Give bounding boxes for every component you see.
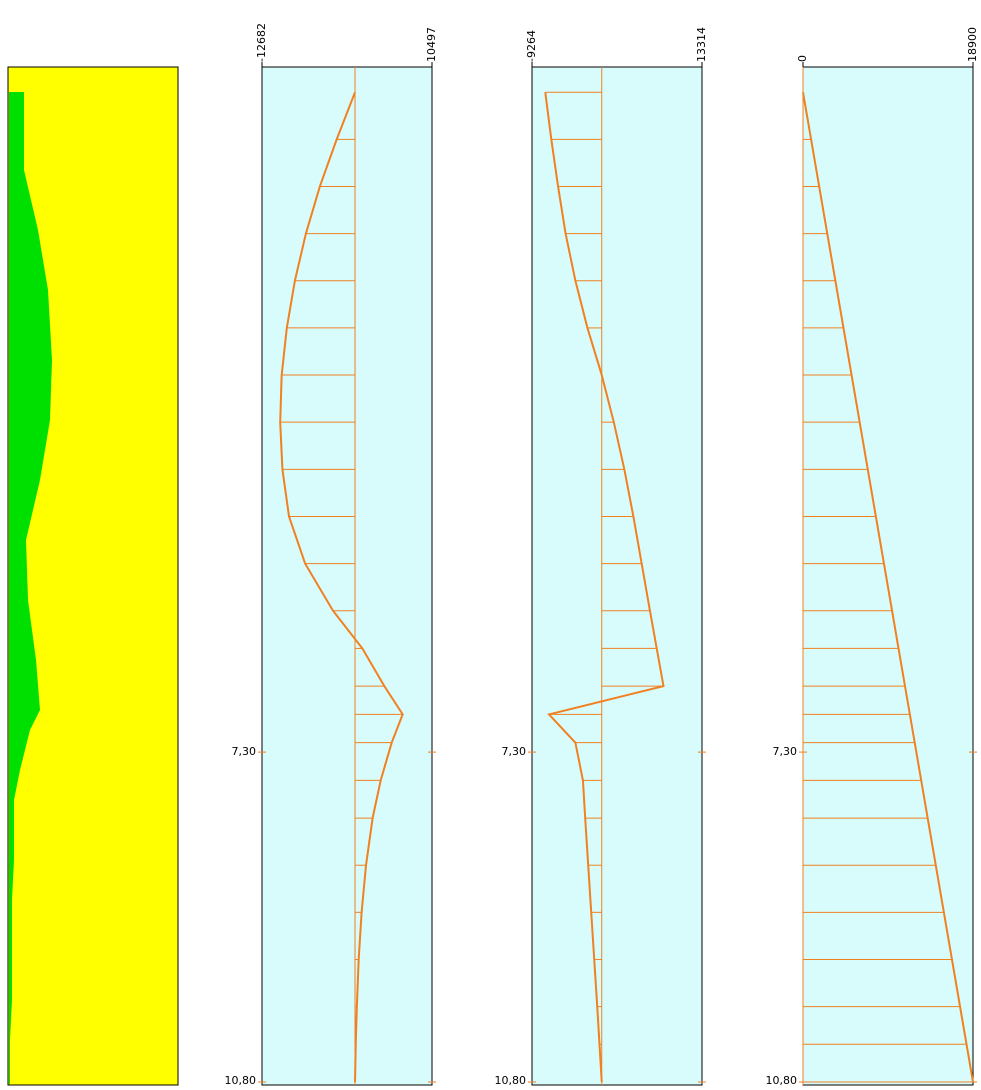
panel — [531, 66, 703, 1086]
y-tick-label: 10,80 — [225, 1074, 257, 1087]
x-tick-label: -9264 — [525, 30, 538, 62]
curve — [279, 91, 404, 1083]
x-tick-label: 18900 — [966, 27, 979, 62]
y-tick-label: 10,80 — [766, 1074, 798, 1087]
y-tick-label: 7,30 — [773, 745, 798, 758]
soil-column — [7, 66, 179, 1086]
curve — [802, 92, 974, 1083]
soil-profile — [9, 92, 52, 1084]
x-tick-label: -12682 — [255, 23, 268, 62]
x-tick-label: 10497 — [425, 27, 438, 62]
x-tick-label: 0 — [796, 55, 809, 62]
y-tick-label: 7,30 — [502, 745, 527, 758]
y-tick-label: 10,80 — [495, 1074, 527, 1087]
y-tick-label: 7,30 — [232, 745, 257, 758]
x-tick-label: 13314 — [695, 27, 708, 62]
panel — [261, 66, 433, 1086]
curve — [544, 92, 665, 1083]
